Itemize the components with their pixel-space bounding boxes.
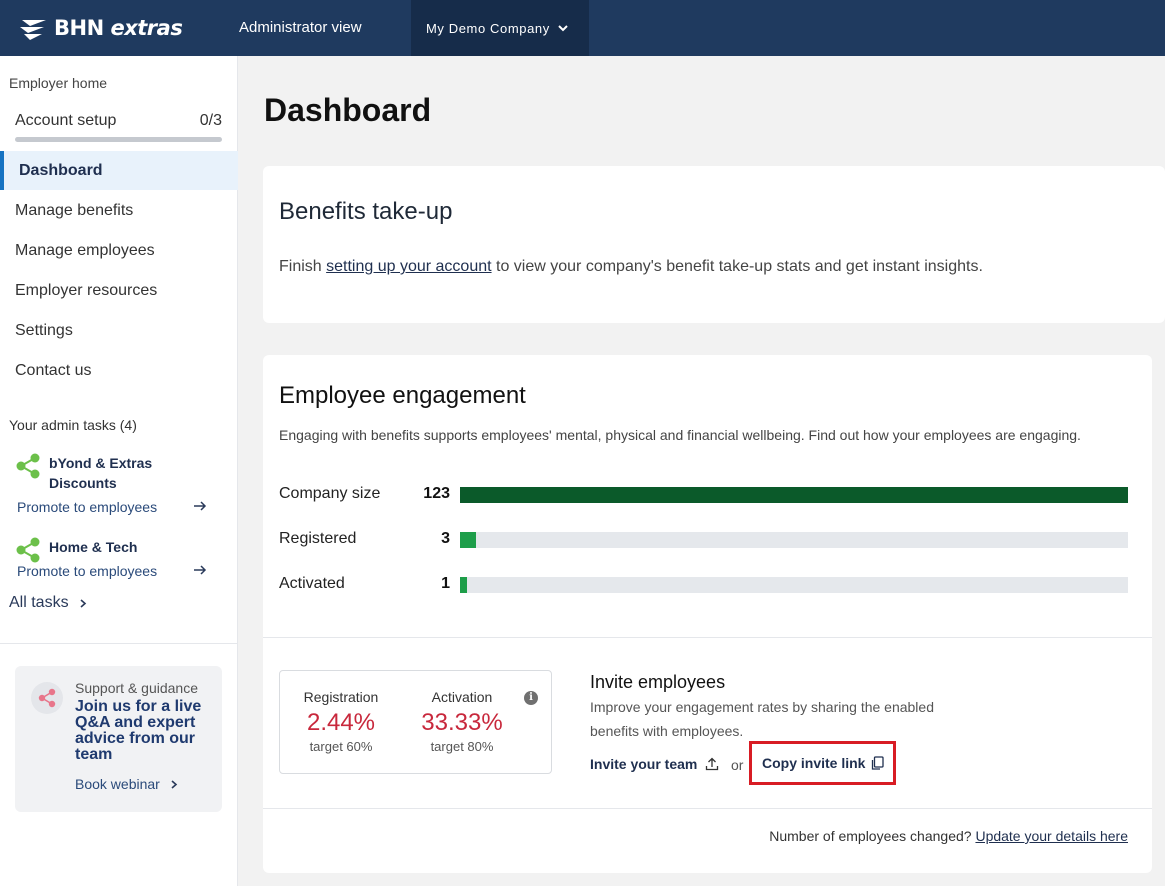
promote-to-employees-link[interactable]: Promote to employees xyxy=(17,499,207,515)
logo-wordmark: BHN extras xyxy=(54,16,183,40)
sidebar-item-dashboard[interactable]: Dashboard xyxy=(0,151,238,190)
chevron-right-icon xyxy=(80,598,86,608)
employee-engagement-heading: Employee engagement xyxy=(279,382,526,409)
task-title: Home & Tech xyxy=(49,539,138,555)
support-headline: Join us for a live Q&A and expert advice… xyxy=(75,698,202,763)
chevron-down-icon xyxy=(558,25,568,32)
sidebar-item-settings[interactable]: Settings xyxy=(15,321,73,339)
top-navigation-bar: BHN extras Administrator view My Demo Co… xyxy=(0,0,1165,56)
stat-bar-track xyxy=(460,577,1128,593)
company-selector-dropdown[interactable]: My Demo Company xyxy=(411,0,589,56)
all-tasks-label: All tasks xyxy=(9,594,69,611)
info-icon[interactable]: i xyxy=(524,691,538,705)
book-webinar-label: Book webinar xyxy=(75,776,160,792)
task-title: bYond & Extras Discounts xyxy=(49,455,153,491)
administrator-view-label: Administrator view xyxy=(239,19,362,36)
account-setup-link[interactable]: Account setup 0/3 xyxy=(15,112,222,130)
sidebar-item-contact-us[interactable]: Contact us xyxy=(15,361,92,379)
update-details-row: Number of employees changed? Update your… xyxy=(769,828,1128,844)
sidebar-item-manage-employees[interactable]: Manage employees xyxy=(15,241,155,259)
share-icon xyxy=(38,688,56,708)
benefits-takeup-heading: Benefits take-up xyxy=(279,198,453,225)
update-details-link[interactable]: Update your details here xyxy=(975,828,1128,844)
stat-row-registered: Registered 3 xyxy=(279,530,1128,550)
stat-row-company-size: Company size 123 xyxy=(279,485,1128,505)
stat-label: Registered xyxy=(279,530,357,547)
chevron-right-icon xyxy=(171,779,178,789)
support-label: Support & guidance xyxy=(75,680,198,696)
invite-employees-description: Improve your engagement rates by sharing… xyxy=(590,699,934,739)
stat-value: 1 xyxy=(441,575,450,592)
task-item: bYond & Extras Discounts Promote to empl… xyxy=(15,453,220,519)
rate-label: Activation xyxy=(431,689,493,705)
copy-icon xyxy=(872,756,885,770)
stat-value: 123 xyxy=(423,485,450,502)
rate-label: Registration xyxy=(303,689,379,705)
copy-invite-link-button[interactable]: Copy invite link xyxy=(749,741,896,785)
stat-bar-fill xyxy=(460,577,467,593)
stat-bar-track xyxy=(460,532,1128,548)
stat-label: Activated xyxy=(279,575,345,592)
account-setup-progress-bar xyxy=(15,137,222,142)
rate-value: 2.44% xyxy=(306,709,376,736)
support-icon-badge xyxy=(31,682,63,714)
task-item: Home & Tech Promote to employees xyxy=(15,537,220,583)
company-name: My Demo Company xyxy=(426,20,550,36)
copy-invite-link-label: Copy invite link xyxy=(762,755,866,771)
promote-link-label: Promote to employees xyxy=(17,499,158,515)
sidebar: Employer home Account setup 0/3 Dashboar… xyxy=(0,56,238,886)
sidebar-item-employer-resources[interactable]: Employer resources xyxy=(15,281,158,299)
book-webinar-link[interactable]: Book webinar xyxy=(75,776,178,792)
rate-target: target 60% xyxy=(309,739,373,754)
share-icon xyxy=(16,537,40,563)
arrow-right-icon xyxy=(194,565,207,575)
employees-changed-text: Number of employees changed? xyxy=(769,828,976,844)
stat-bar-fill xyxy=(460,532,477,548)
rate-target: target 80% xyxy=(430,739,494,754)
engagement-rates-box: Registration 2.44% target 60% Activation… xyxy=(279,670,552,774)
account-setup-progress-text: 0/3 xyxy=(199,112,222,129)
promote-to-employees-link[interactable]: Promote to employees xyxy=(17,563,207,579)
admin-tasks-heading: Your admin tasks (4) xyxy=(9,417,137,433)
setting-up-account-link[interactable]: setting up your account xyxy=(326,258,492,275)
support-guidance-card: Support & guidance Join us for a live Q&… xyxy=(15,666,222,812)
activation-rate: Activation 33.33% target 80% xyxy=(407,689,517,754)
employee-engagement-description: Engaging with benefits supports employee… xyxy=(279,427,1081,443)
stat-value: 3 xyxy=(441,530,450,547)
employee-engagement-card: Employee engagement Engaging with benefi… xyxy=(263,355,1152,873)
stat-label: Company size xyxy=(279,485,381,502)
promote-link-label: Promote to employees xyxy=(17,563,158,579)
benefits-takeup-card: Benefits take-up Finish setting up your … xyxy=(263,166,1165,323)
sidebar-item-manage-benefits[interactable]: Manage benefits xyxy=(15,201,134,219)
bhn-extras-logo[interactable]: BHN extras xyxy=(18,14,183,42)
stat-bar-fill xyxy=(460,487,1128,503)
page-title: Dashboard xyxy=(264,92,432,128)
benefits-takeup-text: Finish setting up your account to view y… xyxy=(279,258,983,275)
employer-home-label: Employer home xyxy=(9,75,108,91)
arrow-right-icon xyxy=(194,501,207,511)
all-tasks-link[interactable]: All tasks xyxy=(9,594,88,612)
or-separator: or xyxy=(731,757,744,773)
section-divider xyxy=(263,637,1152,638)
registration-rate: Registration 2.44% target 60% xyxy=(286,689,396,754)
invite-your-team-button[interactable]: Invite your team xyxy=(590,756,719,772)
stat-bar-track xyxy=(460,487,1128,503)
stat-row-activated: Activated 1 xyxy=(279,575,1128,595)
invite-employees-heading: Invite employees xyxy=(590,672,726,692)
section-divider xyxy=(263,808,1152,809)
bhn-swoosh-icon xyxy=(20,20,46,40)
upload-icon xyxy=(706,757,719,771)
share-icon xyxy=(16,453,40,479)
rate-value: 33.33% xyxy=(421,709,503,736)
invite-team-label: Invite your team xyxy=(590,756,698,772)
account-setup-label: Account setup xyxy=(15,112,117,129)
sidebar-divider xyxy=(0,643,238,644)
